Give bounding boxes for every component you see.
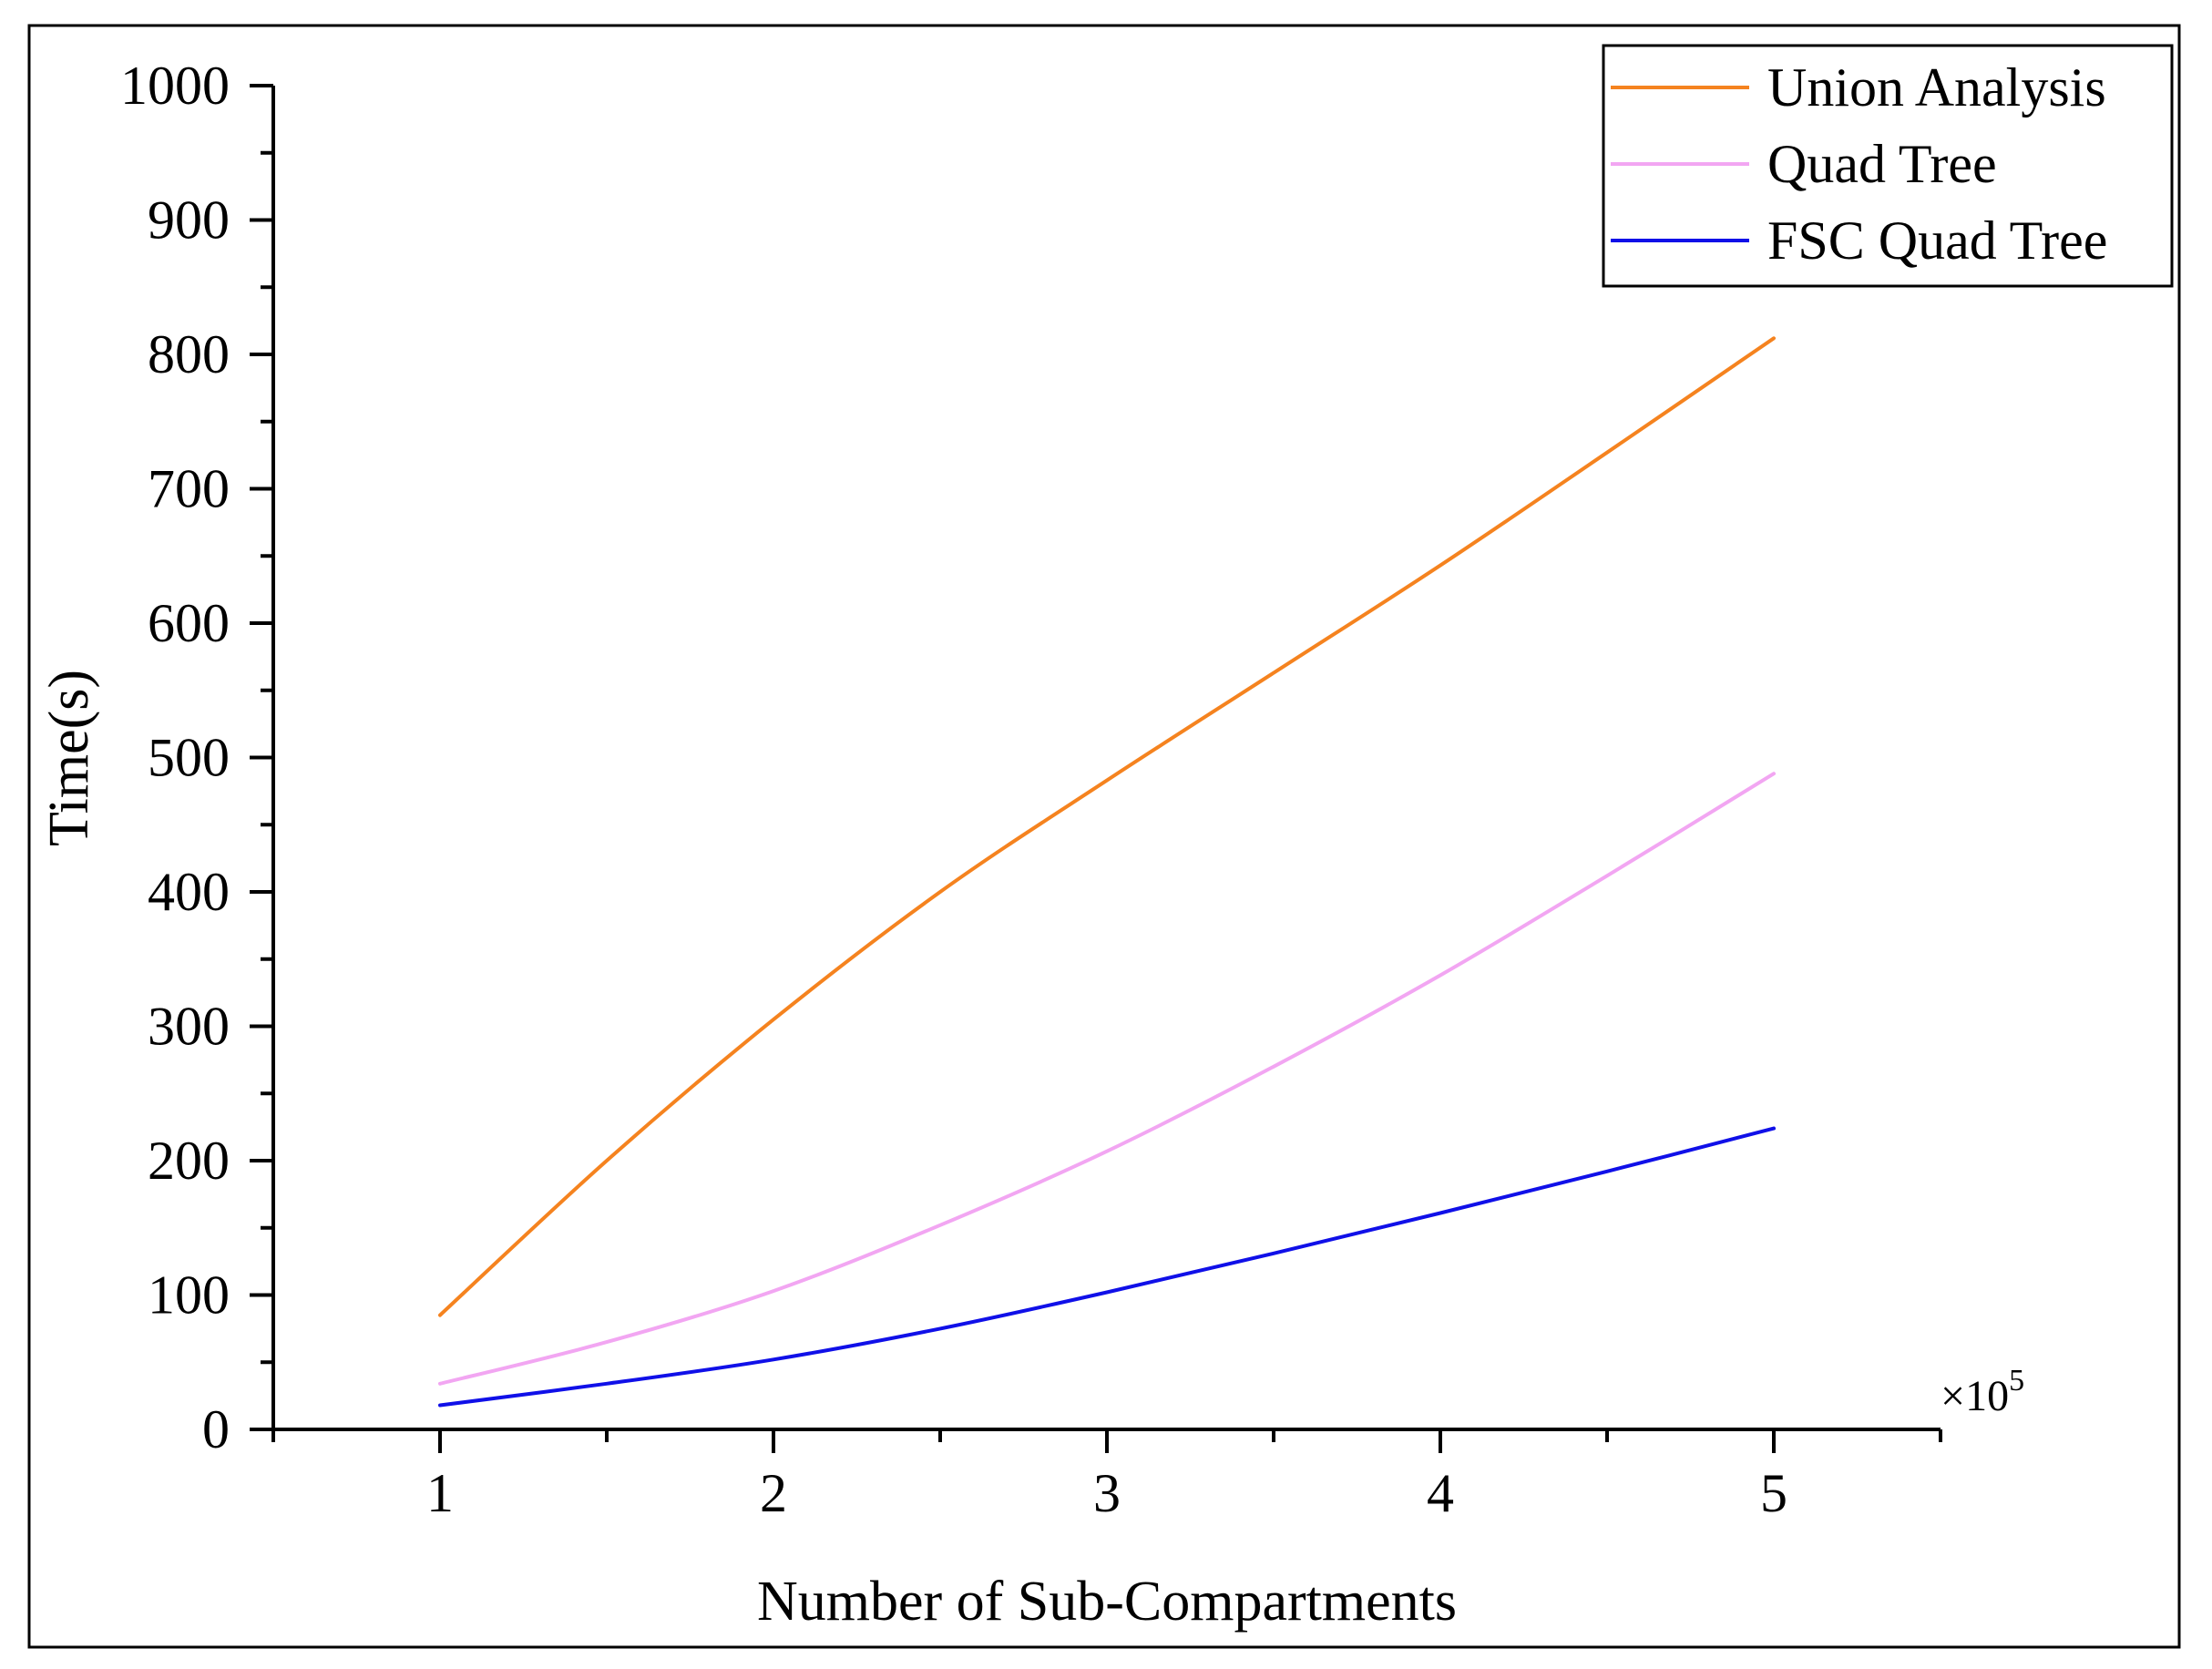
y-tick-label: 1000 (120, 56, 230, 116)
x-axis-multiplier: ×105 (1941, 1364, 2024, 1420)
x-tick-label: 2 (760, 1463, 787, 1523)
y-tick-label: 800 (148, 324, 230, 384)
series-line-fsc-quad-tree (438, 1126, 1776, 1408)
series-line-union-analysis (438, 336, 1776, 1317)
legend-entries: Union Analysis Quad Tree FSC Quad Tree (1611, 57, 2107, 271)
series-line-quad-tree (438, 772, 1776, 1386)
y-tick-label: 0 (202, 1399, 230, 1459)
y-tick-label: 200 (148, 1131, 230, 1191)
x-axis-ticks: 1 2 3 4 5 (271, 1429, 1942, 1523)
y-tick-label: 400 (148, 862, 230, 922)
x-tick-label: 4 (1427, 1463, 1454, 1523)
y-tick-label: 500 (148, 728, 230, 788)
x-tick-label: 5 (1760, 1463, 1787, 1523)
x-tick-label: 3 (1093, 1463, 1121, 1523)
figure-frame (27, 24, 2181, 1649)
legend-label-fsc-quad-tree: FSC Quad Tree (1767, 210, 2107, 271)
x-axis-multiplier-exponent: 5 (2009, 1364, 2024, 1398)
x-axis-multiplier-base: ×10 (1941, 1372, 2009, 1420)
y-tick-label: 100 (148, 1265, 230, 1326)
y-axis-title: Time(s) (38, 670, 100, 846)
y-tick-label: 900 (148, 190, 230, 251)
x-tick-label: 1 (426, 1463, 454, 1523)
y-tick-label: 300 (148, 997, 230, 1057)
y-tick-label: 600 (148, 593, 230, 653)
legend: Union Analysis Quad Tree FSC Quad Tree (1602, 44, 2174, 288)
y-axis-ticks: 0 100 200 300 400 500 600 700 800 900 1000 (120, 56, 273, 1459)
legend-label-union-analysis: Union Analysis (1767, 57, 2106, 118)
legend-label-quad-tree: Quad Tree (1767, 134, 1997, 194)
x-axis-title: Number of Sub-Compartments (757, 1571, 1457, 1633)
series-lines (438, 336, 1776, 1408)
y-tick-label: 700 (148, 459, 230, 519)
